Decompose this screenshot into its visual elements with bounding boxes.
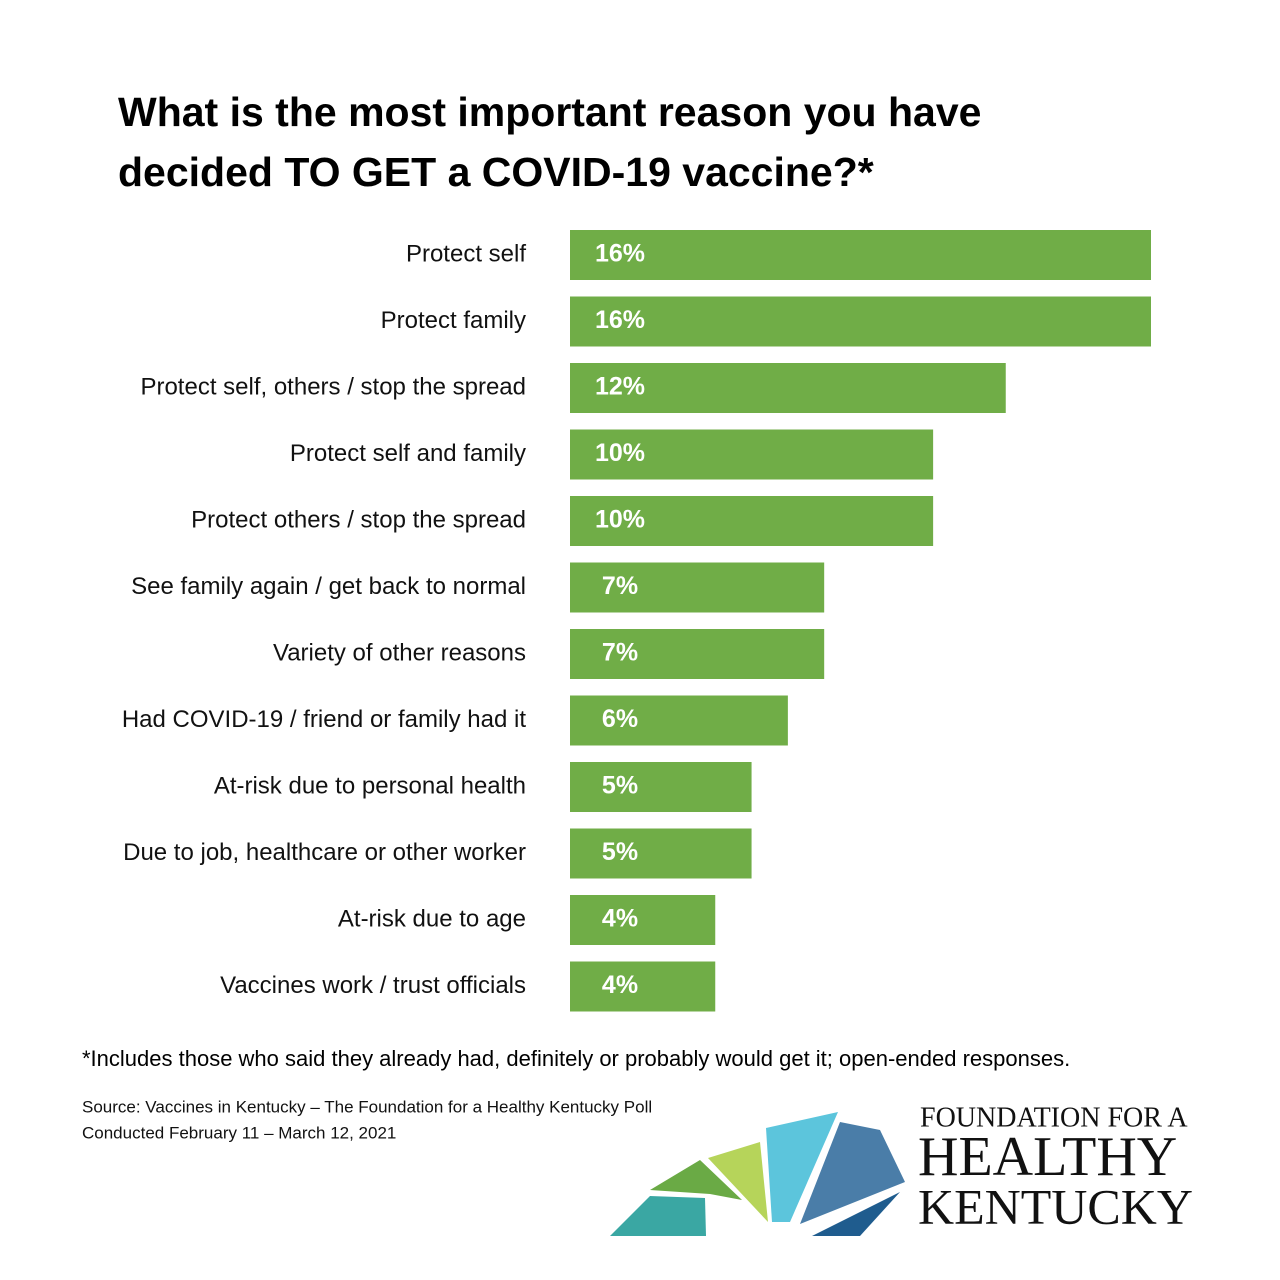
value-label: 16% xyxy=(595,240,645,268)
logo-text: HEALTHY xyxy=(918,1126,1177,1188)
category-label: Due to job, healthcare or other worker xyxy=(123,839,526,866)
value-label: 6% xyxy=(602,705,638,733)
bar xyxy=(570,961,716,1012)
bar xyxy=(570,762,752,812)
category-label: Protect self, others / stop the spread xyxy=(140,373,526,400)
category-label: Protect family xyxy=(381,307,526,334)
bar xyxy=(570,363,1006,413)
value-label: 4% xyxy=(602,971,638,999)
bar xyxy=(570,562,825,613)
category-label: At-risk due to age xyxy=(338,905,526,932)
logo-shape xyxy=(812,1192,900,1236)
bar xyxy=(570,296,1151,347)
source-line: Source: Vaccines in Kentucky – The Found… xyxy=(82,1097,652,1116)
logo-text: KENTUCKY xyxy=(918,1178,1193,1234)
value-label: 10% xyxy=(595,439,645,467)
value-label: 12% xyxy=(595,373,645,401)
value-label: 16% xyxy=(595,306,645,334)
category-label: At-risk due to personal health xyxy=(214,772,526,799)
value-label: 7% xyxy=(602,639,638,667)
category-label: Variety of other reasons xyxy=(273,639,526,666)
chart-title: What is the most important reason you ha… xyxy=(118,89,982,195)
logo-shape xyxy=(610,1196,706,1236)
category-label: Protect self xyxy=(406,240,526,267)
value-label: 5% xyxy=(602,772,638,800)
bar xyxy=(570,429,934,480)
logo-text: FOUNDATION FOR A xyxy=(920,1102,1188,1133)
category-label: Vaccines work / trust officials xyxy=(220,972,526,999)
logo-shape xyxy=(708,1142,768,1222)
bar xyxy=(570,629,825,679)
bar xyxy=(570,496,934,546)
bar xyxy=(570,828,752,879)
footnote: *Includes those who said they already ha… xyxy=(82,1046,1070,1071)
logo-shape xyxy=(800,1122,905,1224)
value-label: 10% xyxy=(595,506,645,534)
value-label: 7% xyxy=(602,572,638,600)
category-label: See family again / get back to normal xyxy=(131,573,526,600)
logo-mark xyxy=(610,1112,905,1236)
value-label: 4% xyxy=(602,905,638,933)
category-label: Protect others / stop the spread xyxy=(191,506,526,533)
value-label: 5% xyxy=(602,838,638,866)
source-line: Conducted February 11 – March 12, 2021 xyxy=(82,1123,396,1142)
logo-shape xyxy=(766,1112,838,1222)
logo-shape xyxy=(650,1160,742,1200)
category-label: Had COVID-19 / friend or family had it xyxy=(122,706,526,733)
category-label: Protect self and family xyxy=(290,440,526,467)
bar xyxy=(570,695,788,746)
bar xyxy=(570,895,716,945)
bar xyxy=(570,230,1151,280)
